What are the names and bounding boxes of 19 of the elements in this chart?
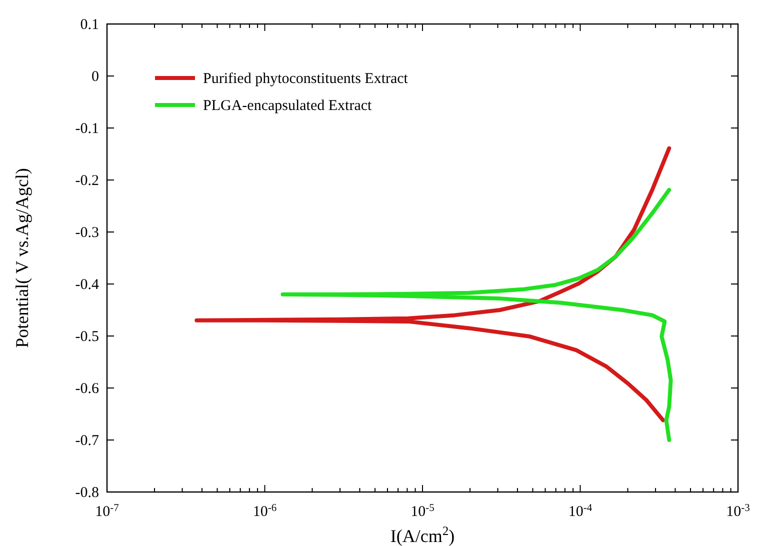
y-tick-label: 0: [92, 69, 99, 85]
x-tick-label: 10$^{-5}$: [410, 502, 434, 520]
legend-label: Purified phytoconstituents Extract: [203, 71, 409, 87]
y-tick-label: -0.2: [75, 173, 99, 189]
y-tick-label: -0.6: [75, 381, 100, 397]
y-tick-label: -0.1: [75, 121, 99, 137]
y-tick-label: -0.3: [75, 225, 99, 241]
y-tick-label: -0.5: [75, 329, 99, 345]
y-tick-label: -0.8: [75, 485, 99, 501]
x-tick-label: 10$^{-6}$: [252, 502, 277, 520]
y-tick-label: -0.4: [75, 277, 100, 293]
x-axis-title: I(A/cm$^{2}$): [390, 524, 455, 546]
x-tick-label: 10$^{-3}$: [726, 502, 750, 520]
y-tick-label: 0.1: [80, 17, 99, 33]
legend-label: PLGA-encapsulated Extract: [203, 98, 373, 114]
x-tick-label: 10$^{-4}$: [568, 502, 593, 520]
y-tick-label: -0.7: [75, 433, 100, 449]
x-tick-label: 10$^{-7}$: [95, 502, 119, 520]
y-axis-title: Potential( V vs.Ag/Agcl): [12, 168, 32, 348]
